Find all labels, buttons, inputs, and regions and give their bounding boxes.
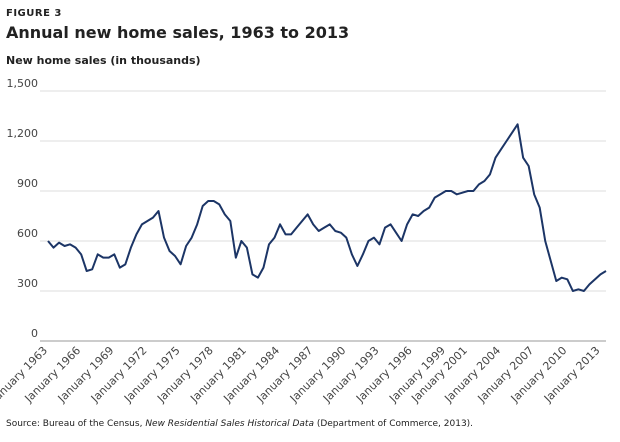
y-tick-label: 1,200	[7, 127, 39, 140]
y-tick-label: 0	[31, 327, 38, 340]
y-tick-label: 1,500	[7, 77, 39, 90]
source: Source: Bureau of the Census, New Reside…	[6, 419, 473, 429]
y-tick-label: 300	[17, 277, 38, 290]
figure-label: FIGURE 3	[6, 8, 62, 19]
source-italic: New Residential Sales Historical Data	[145, 419, 314, 429]
chart-title: Annual new home sales, 1963 to 2013	[6, 23, 349, 42]
line-series	[47, 123, 607, 292]
source-suffix: (Department of Commerce, 2013).	[314, 419, 473, 429]
y-tick-label: 900	[17, 177, 38, 190]
y-axis-label: New home sales (in thousands)	[6, 54, 201, 67]
y-tick-label: 600	[17, 227, 38, 240]
source-prefix: Source: Bureau of the Census,	[6, 419, 145, 429]
